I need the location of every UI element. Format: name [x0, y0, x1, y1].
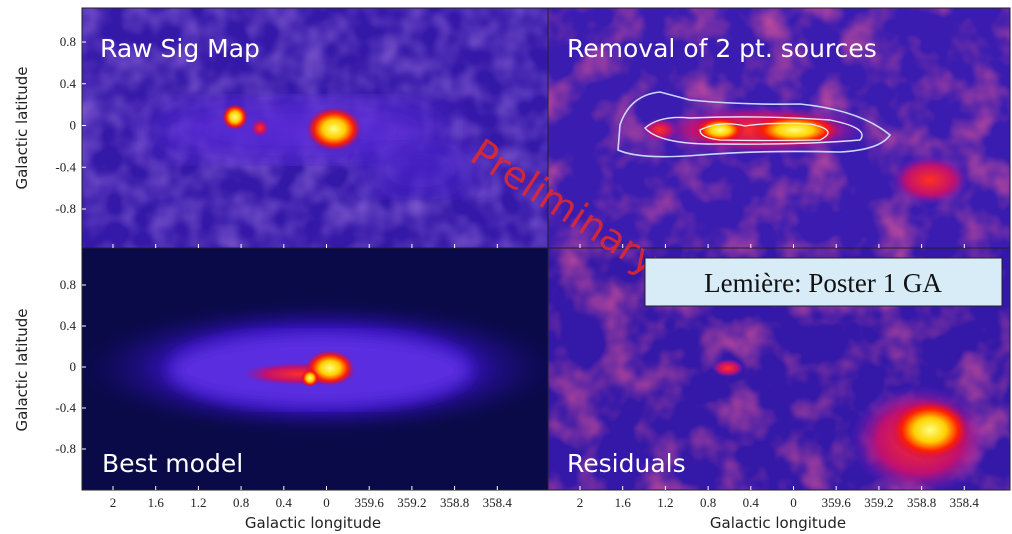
x-tick-label: 1.2 — [190, 495, 206, 510]
y-axis-label: Galactic latitude — [13, 308, 31, 431]
x-tick-label: 0.8 — [700, 495, 716, 510]
y-tick-label: -0.8 — [55, 201, 76, 216]
panel-label: Removal of 2 pt. sources — [567, 34, 877, 63]
y-tick-label: 0.8 — [60, 34, 76, 49]
panel-label: Raw Sig Map — [100, 34, 260, 63]
x-tick-label: 359.6 — [822, 495, 852, 510]
x-tick-label: 2 — [110, 495, 117, 510]
x-tick-label: 0 — [323, 495, 330, 510]
y-tick-label: -0.8 — [55, 441, 76, 456]
x-tick-label: 359.2 — [397, 495, 426, 510]
x-tick-label: 2 — [577, 495, 584, 510]
x-tick-label: 359.6 — [355, 495, 385, 510]
x-tick-label: 358.8 — [907, 495, 936, 510]
x-tick-label: 358.4 — [483, 495, 513, 510]
y-tick-label: 0.4 — [60, 318, 77, 333]
y-tick-label: -0.4 — [55, 159, 76, 174]
x-tick-label: 358.4 — [950, 495, 980, 510]
panel-label: Best model — [102, 449, 243, 478]
x-tick-label: 0.8 — [233, 495, 249, 510]
y-tick-label: 0.4 — [60, 76, 77, 91]
x-tick-label: 1.2 — [657, 495, 673, 510]
x-tick-label: 0.4 — [276, 495, 293, 510]
x-tick-label: 0.4 — [743, 495, 760, 510]
x-tick-label: 359.2 — [864, 495, 893, 510]
y-tick-label: -0.4 — [55, 400, 76, 415]
y-tick-label: 0.8 — [60, 277, 76, 292]
x-tick-label: 1.6 — [148, 495, 165, 510]
x-tick-label: 0 — [790, 495, 797, 510]
y-tick-label: 0 — [70, 359, 77, 374]
x-tick-label: 1.6 — [615, 495, 632, 510]
x-axis-label: Galactic longitude — [710, 514, 846, 532]
y-axis-label: Galactic latitude — [13, 66, 31, 189]
x-tick-label: 358.8 — [440, 495, 469, 510]
panel-label: Residuals — [567, 449, 686, 478]
y-tick-label: 0 — [70, 118, 77, 133]
note: Lemière: Poster 1 GA — [704, 268, 942, 298]
figure: Raw Sig Map Removal of 2 pt. sources Bes… — [0, 0, 1012, 534]
x-axis-label: Galactic longitude — [245, 514, 381, 532]
